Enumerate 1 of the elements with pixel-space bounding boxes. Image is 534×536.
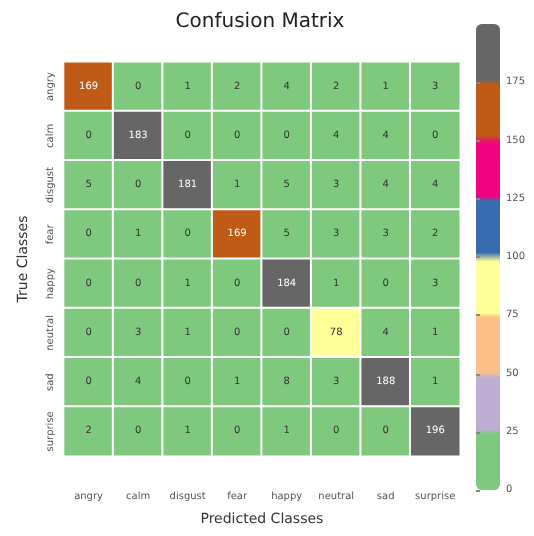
chart-title: Confusion Matrix — [175, 11, 345, 33]
